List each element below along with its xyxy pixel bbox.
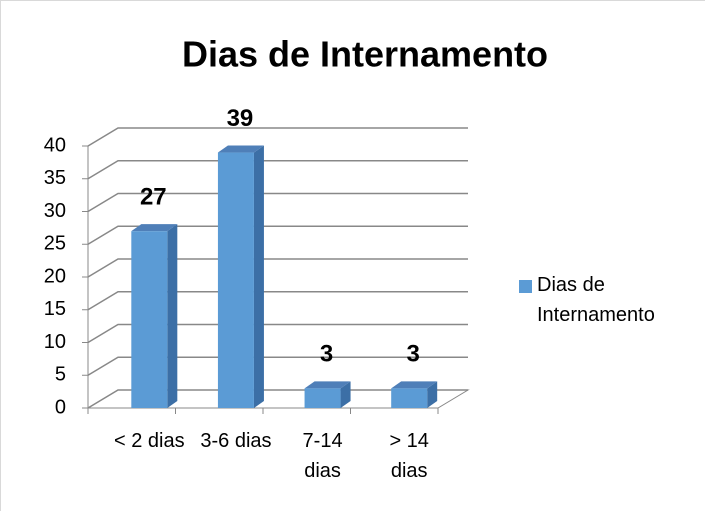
bar-front [217,152,254,408]
grid-line [87,258,468,278]
bar-top [391,381,438,389]
x-tick-label: > 14 dias [389,430,429,482]
bar [391,381,438,408]
bar [217,145,264,409]
y-tick-label: 15 [44,298,66,320]
y-tick-label: 10 [44,331,66,353]
y-tick-label: 30 [44,200,66,222]
grid-line [87,291,468,311]
bar [304,381,351,408]
bar-side [167,224,178,408]
bar-side [253,145,264,409]
y-tick-label: 20 [44,265,66,287]
x-tick-label: < 2 dias [114,430,185,452]
data-label: 3 [320,341,333,368]
y-tick-label: 0 [55,396,66,418]
grid-line [87,389,468,409]
legend-label: Dias de Internamento [537,274,655,326]
bar-front [391,388,428,408]
bar [131,224,178,408]
bar-side [340,381,351,408]
bar-top [217,145,264,153]
x-tick-label: 3-6 dias [200,430,272,452]
y-tick-label: 25 [44,233,66,255]
data-label: 3 [407,341,420,368]
bar-top [304,381,351,389]
bar-front [131,231,168,408]
grid-line [87,127,468,147]
bar-top [131,224,178,232]
chart-title: Dias de Internamento [182,34,548,75]
bar-side [427,381,438,408]
y-tick-label: 5 [55,364,66,386]
x-tick-label: 7-14 dias [302,430,343,482]
grid-line [87,192,468,213]
data-label: 27 [140,183,167,210]
grid-line [87,323,468,344]
bar-front [304,388,341,408]
grid-line [87,225,468,245]
legend-swatch [519,280,532,293]
y-tick-label: 40 [44,134,66,156]
grid-line [87,356,468,376]
y-tick-label: 35 [44,167,66,189]
grid-line [87,160,468,180]
data-label: 39 [227,105,254,132]
